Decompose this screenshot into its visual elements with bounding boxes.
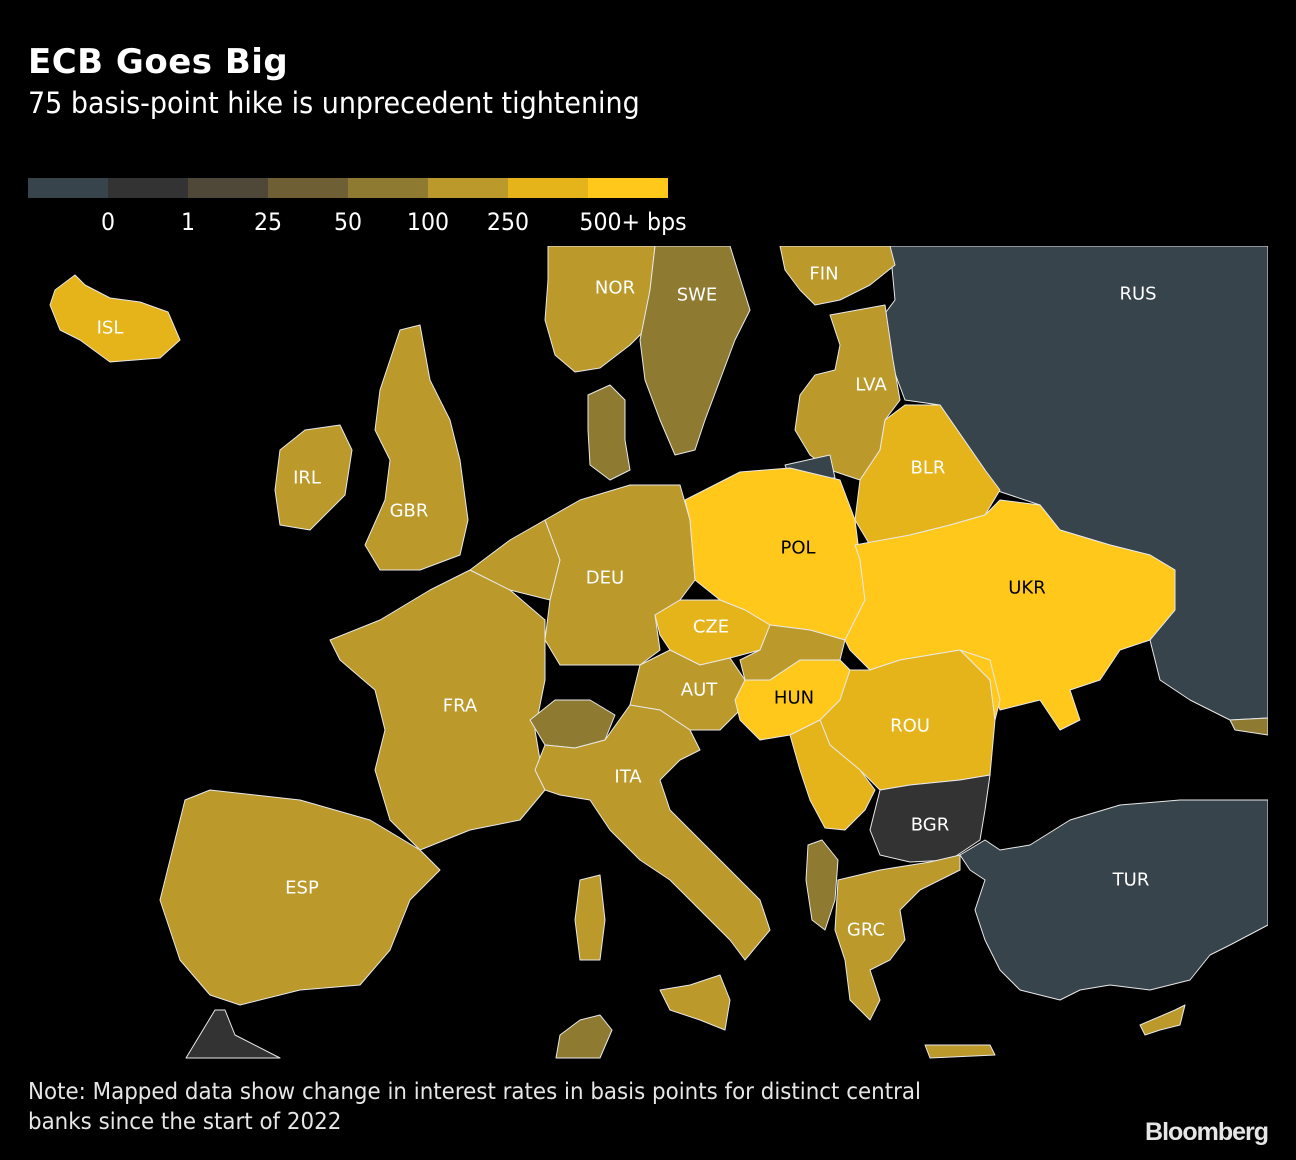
legend-swatch-250 [508,178,588,198]
country-label-ISL: ISL [96,317,124,339]
legend-swatch-nodata [28,178,108,198]
country-SRB [789,719,876,831]
country-label-BLR: BLR [910,457,946,479]
country-GRC [834,854,961,1021]
country-label-ESP: ESP [285,877,319,899]
country-MAR [185,1009,281,1059]
footnote: Note: Mapped data show change in interes… [28,1079,921,1135]
country-label-AUT: AUT [680,679,718,701]
country-FRA [329,569,546,851]
country-NOR [544,246,656,373]
legend-tick: 500+ bps [579,208,687,236]
country-label-FIN: FIN [809,263,839,285]
legend-swatch-50 [348,178,428,198]
country-TUN [555,1014,613,1059]
legend-swatch-100 [428,178,508,198]
chart-subtitle: 75 basis-point hike is unprecedent tight… [28,86,640,120]
chart-title: ECB Goes Big [28,42,289,82]
country-TUR [959,799,1268,1001]
country-SWE [639,246,751,456]
map-svg [49,246,1268,1059]
country-label-LVA: LVA [855,374,887,396]
country-label-UKR: UKR [1008,577,1046,599]
country-label-GBR: GBR [389,500,429,522]
country-ITA-sicily [659,974,731,1031]
legend-swatch-500 [588,178,668,198]
legend-tick: 25 [253,208,283,236]
country-DEU [544,484,696,666]
legend-swatch-1 [188,178,268,198]
country-label-ROU: ROU [890,715,930,737]
europe-map [28,246,1268,1060]
country-GEO [1229,717,1268,736]
legend-tick: 0 [100,208,116,236]
country-ITA-sardinia [574,874,606,961]
country-label-SWE: SWE [676,284,718,306]
country-FIN [779,246,896,306]
country-label-TUR: TUR [1112,869,1150,891]
country-MDA [959,649,1001,721]
color-legend [28,178,668,198]
country-UKR [844,499,1176,731]
country-label-DEU: DEU [585,567,625,589]
country-ESP [159,789,441,1006]
legend-tick: 50 [333,208,363,236]
legend-tick: 1 [180,208,196,236]
country-DNK [587,384,631,481]
legend-swatch-25 [268,178,348,198]
bloomberg-logo: Bloomberg [1145,1118,1269,1146]
country-CYP [1139,1004,1186,1036]
country-GBR [364,324,469,571]
country-label-GRC: GRC [846,919,886,941]
country-label-ITA: ITA [614,766,642,788]
country-GRC-crete [924,1044,996,1059]
country-label-BGR: BGR [910,814,950,836]
country-label-IRL: IRL [293,467,321,489]
country-IRL [274,424,353,531]
country-label-RUS: RUS [1119,283,1157,305]
legend-tick-labels: 0 1 25 50 100 250 500+ bps [28,208,728,240]
country-BGR [869,774,991,863]
country-label-FRA: FRA [442,695,478,717]
legend-tick: 100 [406,208,450,236]
country-label-HUN: HUN [773,687,815,709]
country-label-CZE: CZE [692,616,730,638]
country-label-NOR: NOR [594,277,636,299]
legend-tick: 250 [486,208,530,236]
country-label-POL: POL [780,537,816,559]
country-ISL [49,274,181,363]
legend-swatch-0 [108,178,188,198]
country-ITA [534,704,771,961]
country-ALB [805,839,839,931]
